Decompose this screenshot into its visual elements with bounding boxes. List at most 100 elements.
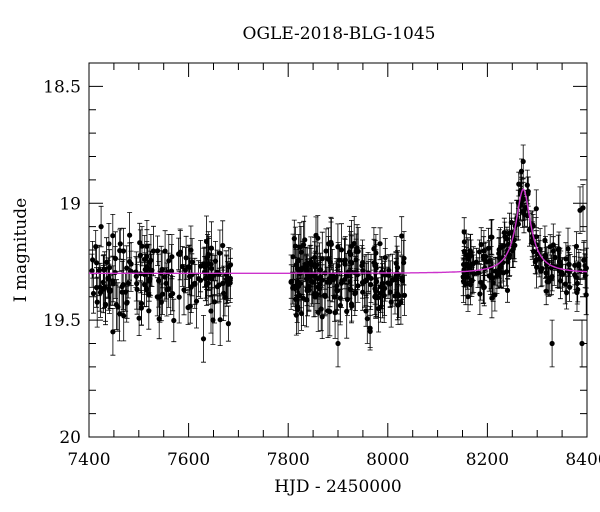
data-marker (574, 289, 580, 296)
data-marker (171, 317, 177, 324)
data-marker (181, 287, 187, 293)
data-point (293, 294, 299, 336)
data-point (395, 285, 401, 325)
data-marker (465, 294, 471, 300)
data-point (368, 253, 374, 303)
data-point (177, 228, 183, 281)
data-marker (155, 248, 161, 254)
data-point (208, 288, 214, 334)
data-marker (335, 340, 341, 347)
data-point (562, 263, 568, 305)
data-point (293, 249, 299, 281)
data-marker (401, 255, 407, 261)
data-point (309, 256, 315, 307)
data-marker (110, 233, 116, 239)
data-point (120, 259, 126, 310)
data-marker (147, 276, 153, 282)
data-marker (520, 158, 526, 165)
data-point (217, 293, 223, 346)
data-marker (212, 258, 219, 264)
data-marker (393, 260, 399, 266)
data-point (364, 293, 370, 344)
data-marker (217, 250, 223, 256)
data-marker (312, 254, 318, 261)
data-marker (98, 224, 104, 230)
data-point (334, 269, 340, 311)
data-marker (341, 258, 347, 264)
data-point (106, 223, 112, 265)
data-marker (336, 257, 342, 263)
data-point (168, 275, 174, 315)
data-marker (329, 273, 335, 279)
data-marker (136, 315, 142, 321)
data-marker (293, 262, 299, 268)
data-point (227, 257, 233, 299)
data-point (532, 249, 538, 275)
x-tick-label: 7800 (267, 450, 310, 470)
data-point (217, 229, 223, 277)
data-point (89, 253, 95, 288)
data-marker (500, 270, 506, 276)
data-point (542, 225, 548, 256)
data-point (163, 267, 169, 300)
data-marker (377, 241, 383, 247)
data-marker (572, 262, 578, 268)
data-point (469, 266, 475, 295)
data-marker (312, 294, 318, 300)
data-point (162, 230, 168, 272)
data-point (157, 270, 163, 323)
data-marker (468, 253, 474, 259)
data-point (335, 319, 341, 368)
data-point (147, 260, 153, 298)
data-point (328, 221, 334, 266)
data-point (117, 227, 123, 260)
data-marker (481, 284, 487, 290)
data-point (110, 214, 116, 258)
data-marker (496, 255, 502, 261)
data-marker (355, 248, 361, 254)
data-marker (93, 244, 99, 250)
data-marker (204, 254, 211, 260)
data-point (382, 238, 388, 278)
data-point (137, 222, 143, 263)
data-marker (201, 261, 207, 267)
data-point (134, 264, 140, 315)
data-marker (293, 312, 299, 318)
data-point (563, 242, 569, 276)
data-marker (225, 321, 231, 327)
data-marker (564, 290, 570, 296)
data-marker (156, 278, 162, 284)
data-marker (146, 308, 152, 314)
data-marker (158, 299, 164, 305)
data-marker (177, 251, 183, 257)
data-point (352, 274, 359, 311)
data-marker (94, 299, 100, 305)
data-marker (334, 287, 340, 293)
data-marker (110, 329, 116, 335)
data-marker (363, 277, 369, 283)
data-point (572, 245, 578, 286)
data-marker (189, 259, 195, 265)
data-marker (124, 265, 130, 271)
data-marker (495, 270, 501, 276)
data-marker (510, 246, 516, 252)
data-point (168, 244, 175, 298)
x-tick-label: 8000 (366, 450, 409, 470)
data-point (136, 300, 142, 336)
data-marker (386, 272, 392, 278)
data-marker (188, 284, 194, 290)
data-point (117, 229, 123, 272)
data-point (351, 216, 357, 271)
data-marker (318, 306, 324, 312)
data-marker (367, 325, 373, 331)
data-point (544, 268, 550, 296)
data-marker (483, 254, 489, 260)
data-point (185, 290, 191, 325)
data-marker (217, 317, 223, 323)
data-point (323, 228, 329, 274)
data-point (373, 244, 379, 293)
x-tick-label: 7400 (67, 450, 110, 470)
data-point (127, 212, 133, 259)
data-marker (583, 292, 589, 298)
data-marker (328, 241, 334, 247)
